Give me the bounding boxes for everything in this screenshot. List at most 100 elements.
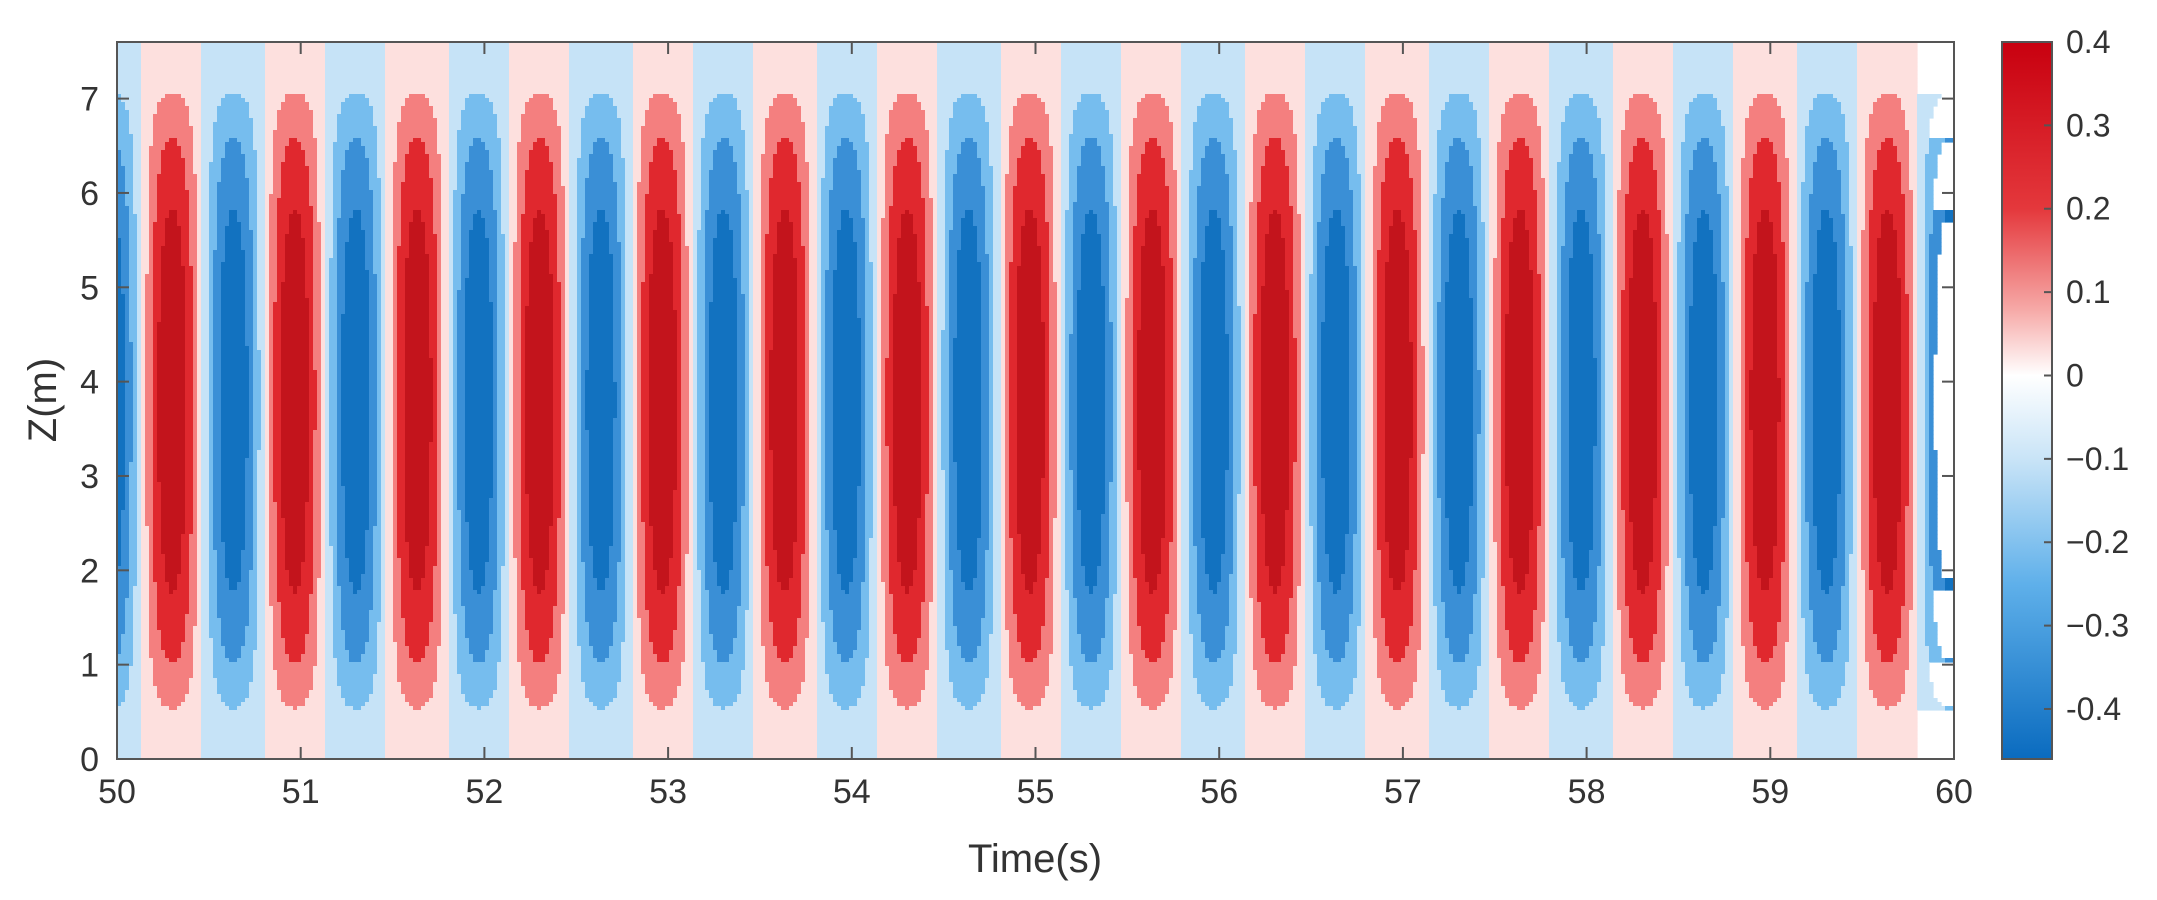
contour-cell [249, 182, 258, 187]
contour-cell [1617, 218, 1626, 223]
contour-cell [461, 114, 498, 119]
contour-cell [1429, 214, 1434, 219]
contour-cell [1849, 222, 1858, 227]
contour-cell [1073, 114, 1110, 119]
contour-cell [1041, 158, 1054, 163]
contour-cell [945, 218, 954, 223]
contour-cell [1049, 138, 1062, 143]
contour-cell [385, 126, 398, 131]
contour-cell [653, 154, 674, 159]
contour-cell [989, 154, 1002, 159]
contour-cell [189, 210, 198, 215]
contour-cell [1205, 150, 1222, 155]
contour-cell [989, 130, 1002, 135]
contour-cell [385, 174, 394, 179]
contour-cell [865, 138, 878, 143]
contour-cell [641, 134, 682, 139]
contour-cell [777, 226, 794, 231]
contour-cell [1645, 210, 1662, 215]
contour-cell [1037, 142, 1050, 147]
contour-cell [1253, 142, 1270, 147]
contour-cell [1625, 194, 1658, 199]
contour-cell [665, 214, 682, 219]
contour-cell [1801, 210, 1810, 215]
contour-cell [1237, 158, 1246, 163]
contour-cell [1777, 162, 1790, 167]
contour-cell [817, 198, 822, 203]
contour-cell [1013, 122, 1050, 127]
contour-cell [1549, 166, 1558, 171]
contour-cell [1293, 130, 1306, 135]
contour-cell [1661, 218, 1666, 223]
contour-cell [877, 210, 886, 215]
contour-cell [1681, 170, 1690, 175]
contour-cell [1229, 222, 1238, 227]
contour-cell [925, 214, 934, 219]
contour-cell [117, 182, 126, 187]
contour-cell [1597, 194, 1606, 199]
contour-cell [1393, 138, 1402, 143]
contour-cell [1613, 114, 1626, 119]
contour-cell [433, 222, 442, 227]
contour-cell [1013, 190, 1046, 195]
contour-cell [1557, 170, 1570, 175]
contour-cell [557, 114, 570, 119]
contour-cell [1681, 218, 1686, 223]
contour-cell [1905, 198, 1914, 203]
contour-cell [457, 166, 466, 171]
contour-cell [1053, 154, 1062, 159]
contour-cell [1005, 174, 1018, 179]
contour-cell [1429, 46, 1490, 51]
contour-cell [193, 126, 202, 131]
contour-cell [1433, 214, 1442, 219]
contour-cell [849, 138, 866, 143]
contour-cell [581, 126, 622, 131]
contour-cell [1561, 146, 1574, 151]
contour-cell [597, 218, 606, 223]
contour-cell [1829, 214, 1846, 219]
contour-cell [281, 166, 310, 171]
contour-cell [1549, 74, 1614, 79]
contour-cell [509, 130, 522, 135]
contour-cell [1797, 198, 1802, 203]
contour-cell [1013, 206, 1046, 211]
contour-cell [1181, 106, 1198, 111]
contour-cell [1549, 118, 1566, 123]
contour-cell [685, 222, 694, 227]
contour-cell [421, 138, 438, 143]
contour-cell [1797, 106, 1814, 111]
contour-cell [1733, 70, 1798, 75]
contour-cell [1077, 166, 1106, 171]
contour-cell [225, 94, 242, 99]
contour-cell [1421, 162, 1430, 167]
contour-cell [1245, 194, 1254, 199]
contour-cell [1821, 222, 1834, 227]
contour-cell [885, 206, 890, 211]
contour-cell [473, 138, 482, 143]
contour-cell [1865, 182, 1874, 187]
contour-cell [1365, 98, 1386, 103]
contour-cell [1321, 198, 1354, 203]
contour-cell [693, 186, 702, 191]
contour-cell [1413, 190, 1422, 195]
contour-cell [817, 202, 822, 207]
contour-cell [1245, 98, 1266, 103]
contour-cell [1173, 166, 1182, 171]
contour-cell [1681, 186, 1690, 191]
contour-cell [837, 154, 858, 159]
contour-cell [1909, 146, 1918, 151]
contour-cell [577, 174, 590, 179]
contour-cell [317, 142, 326, 147]
contour-cell [1717, 102, 1734, 107]
contour-cell [1237, 210, 1246, 215]
contour-cell [1061, 134, 1070, 139]
contour-cell [1873, 110, 1906, 115]
contour-cell [1365, 134, 1378, 139]
contour-cell [1733, 122, 1746, 127]
contour-cell [721, 210, 726, 215]
contour-cell [1361, 218, 1366, 223]
contour-cell [1361, 210, 1366, 215]
contour-cell [449, 62, 510, 67]
contour-cell [1305, 110, 1322, 115]
contour-cell [705, 222, 718, 227]
